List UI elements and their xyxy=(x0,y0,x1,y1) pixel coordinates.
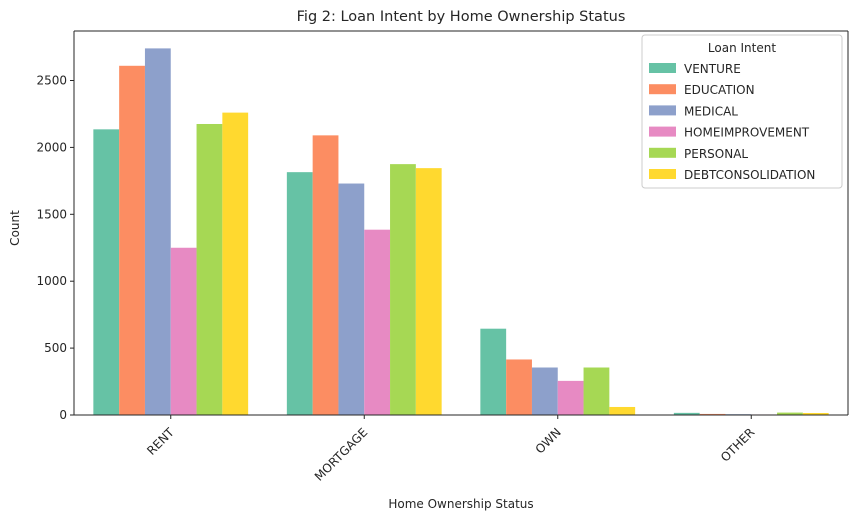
legend-entry-venture: VENTURE xyxy=(684,62,741,76)
y-tick-label: 1500 xyxy=(36,207,67,221)
bar-personal-rent xyxy=(196,123,223,416)
bar-medical-own xyxy=(531,367,558,415)
bar-education-own xyxy=(506,359,532,415)
bar-venture-other xyxy=(673,412,700,415)
bar-venture-rent xyxy=(93,129,120,415)
chart-title: Fig 2: Loan Intent by Home Ownership Sta… xyxy=(297,9,626,25)
legend-swatch-venture xyxy=(649,63,676,73)
legend-swatch-education xyxy=(649,84,676,95)
x-tick-label: OWN xyxy=(533,425,564,456)
bar-education-other xyxy=(699,413,726,415)
y-axis-label: Count xyxy=(8,210,22,246)
bar-layer xyxy=(93,48,829,416)
x-tick-label: RENT xyxy=(144,425,177,458)
y-axis: 0 500 1000 1500 2000 2500 xyxy=(36,31,849,422)
legend-entry-personal: PERSONAL xyxy=(684,147,748,161)
legend-entry-medical: MEDICAL xyxy=(684,104,738,118)
legend-swatch-debtconsolidation xyxy=(649,169,676,179)
legend-entry-homeimprovement: HOMEIMPROVEMENT xyxy=(684,126,810,140)
bar-debtconsolidation-mortgage xyxy=(415,168,442,415)
legend: Loan Intent VENTURE EDUCATION MEDICAL HOMEI… xyxy=(641,34,843,189)
bar-debtconsolidation-rent xyxy=(222,112,249,416)
y-tick-label: 2000 xyxy=(36,140,67,154)
legend-entry-debtconsolidation: DEBTCONSOLIDATION xyxy=(684,168,815,182)
bar-debtconsolidation-other xyxy=(802,412,829,415)
legend-entry-education: EDUCATION xyxy=(684,83,755,97)
bar-venture-own xyxy=(480,328,507,415)
bar-personal-mortgage xyxy=(390,164,416,415)
bar-medical-rent xyxy=(144,48,171,415)
y-tick-label: 500 xyxy=(44,341,67,355)
bar-personal-own xyxy=(583,367,610,415)
legend-frame xyxy=(641,34,843,189)
y-tick-label: 0 xyxy=(59,408,67,422)
x-tick-label: OTHER xyxy=(718,425,757,464)
x-tick-label: MORTGAGE xyxy=(312,425,371,484)
legend-swatch-personal xyxy=(649,147,676,158)
x-axis-label: Home Ownership Status xyxy=(388,497,533,511)
bar-medical-mortgage xyxy=(338,183,365,415)
y-tick-label: 2500 xyxy=(36,74,67,88)
y-tick-label: 1000 xyxy=(36,274,67,288)
bar-homeimprovement-own xyxy=(557,380,584,415)
legend-title: Loan Intent xyxy=(708,41,776,55)
bar-education-rent xyxy=(119,65,145,415)
bar-personal-other xyxy=(777,412,803,415)
bar-homeimprovement-rent xyxy=(170,247,197,415)
bar-debtconsolidation-own xyxy=(609,406,636,415)
bar-education-mortgage xyxy=(312,135,339,416)
legend-swatch-homeimprovement xyxy=(649,126,676,137)
bar-venture-mortgage xyxy=(286,172,313,415)
legend-swatch-medical xyxy=(649,105,676,116)
bar-homeimprovement-mortgage xyxy=(364,229,391,415)
